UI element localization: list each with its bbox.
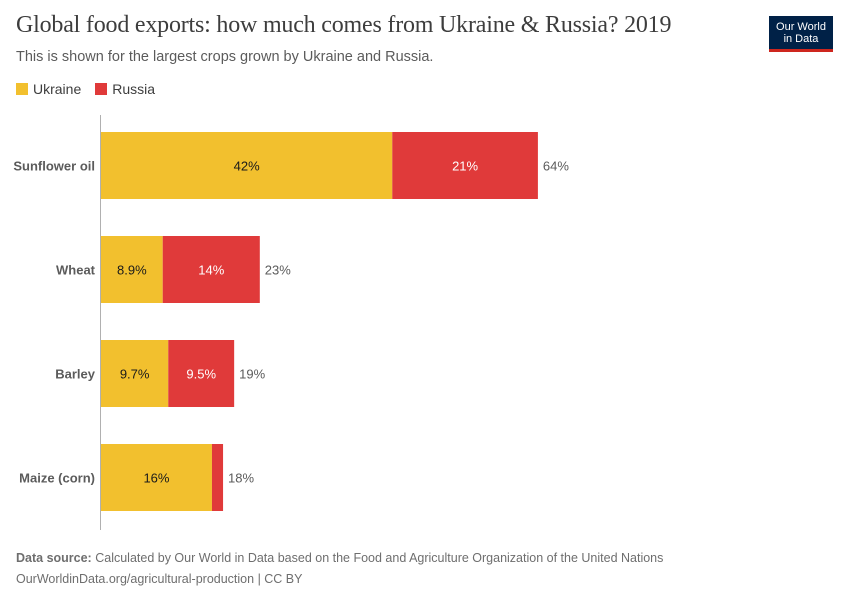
total-label-maize-corn: 18%: [228, 471, 254, 486]
category-label-maize-corn: Maize (corn): [19, 471, 95, 486]
legend: Ukraine Russia: [16, 81, 155, 97]
value-label-ukraine-maize-corn: 16%: [143, 471, 169, 486]
source-link[interactable]: OurWorldinData.org/agricultural-producti…: [16, 572, 255, 586]
source-text: Calculated by Our World in Data based on…: [95, 551, 664, 565]
link-line: OurWorldinData.org/agricultural-producti…: [16, 569, 663, 590]
legend-item-russia[interactable]: Russia: [95, 81, 155, 97]
category-label-wheat: Wheat: [56, 263, 96, 278]
logo-line-2: in Data: [783, 33, 819, 45]
bar-ukraine-sunflower-oil: [101, 132, 393, 199]
legend-swatch-ukraine: [16, 83, 28, 95]
category-label-sunflower-oil: Sunflower oil: [13, 159, 95, 174]
value-label-ukraine-wheat: 8.9%: [117, 263, 147, 278]
value-label-ukraine-barley: 9.7%: [120, 367, 150, 382]
bar-russia-barley: [168, 340, 235, 407]
value-label-russia-sunflower-oil: 21%: [452, 159, 478, 174]
stacked-bar-chart: Sunflower oil 42% 21% 64% Wheat 8.9% 14% 23% Bar…: [13, 115, 569, 530]
legend-item-ukraine[interactable]: Ukraine: [16, 81, 81, 97]
value-label-russia-wheat: 14%: [198, 263, 224, 278]
chart-title: Global food exports: how much comes from…: [16, 12, 672, 38]
total-label-sunflower-oil: 64%: [543, 159, 569, 174]
legend-label-russia: Russia: [112, 81, 156, 97]
license-text: | CC BY: [257, 572, 303, 586]
category-label-barley: Barley: [55, 367, 96, 382]
owid-logo[interactable]: Our World in Data: [769, 16, 833, 52]
total-label-barley: 19%: [239, 367, 265, 382]
chart-subtitle: This is shown for the largest crops grow…: [16, 49, 434, 65]
source-line: Data source: Calculated by Our World in …: [16, 548, 663, 569]
legend-label-ukraine: Ukraine: [33, 81, 82, 97]
total-label-wheat: 23%: [265, 263, 291, 278]
value-label-russia-barley: 9.5%: [186, 367, 216, 382]
logo-line-1: Our World: [776, 21, 826, 33]
bar-russia-wheat: [162, 236, 260, 303]
bar-ukraine-maize-corn: [101, 444, 212, 511]
footer: Data source: Calculated by Our World in …: [16, 548, 663, 590]
source-label: Data source:: [16, 551, 92, 565]
bar-russia-sunflower-oil: [392, 132, 538, 199]
bar-russia-maize-corn: [211, 444, 224, 511]
bar-ukraine-barley: [101, 340, 169, 407]
legend-swatch-russia: [95, 83, 108, 95]
bar-ukraine-wheat: [101, 236, 163, 303]
value-label-ukraine-sunflower-oil: 42%: [234, 159, 260, 174]
